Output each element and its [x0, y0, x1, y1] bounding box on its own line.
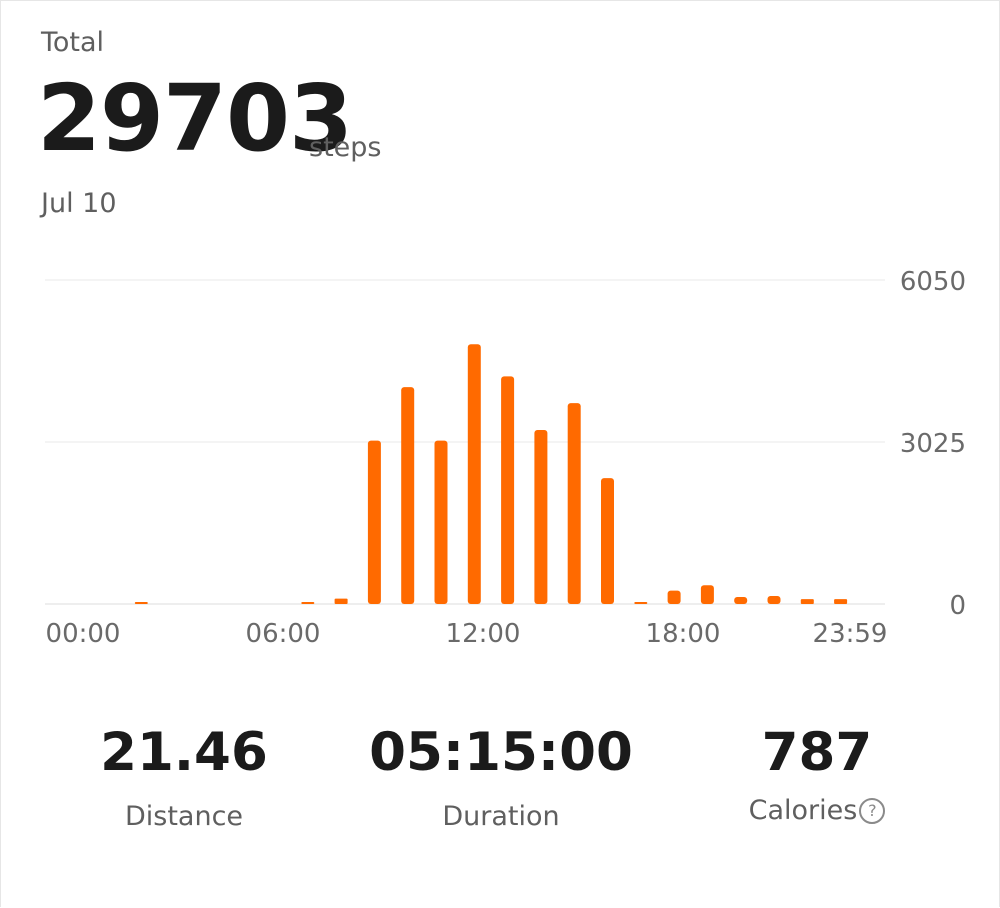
- duration-label: Duration: [442, 801, 560, 832]
- bar-hour-17[interactable]: [667, 590, 681, 604]
- bar-hour-21[interactable]: [800, 599, 814, 604]
- x-tick-label: 23:59: [813, 619, 888, 649]
- bar-hour-6[interactable]: [301, 602, 315, 604]
- calories-label-row: Calories?: [667, 795, 967, 826]
- bar-hour-22[interactable]: [834, 599, 848, 604]
- steps-bar-chart[interactable]: 6050 3025 0 00:00 06:00 12:00 18:00 23:59: [1, 251, 1000, 671]
- duration-value: 05:15:00: [369, 722, 633, 783]
- y-tick-label: 3025: [900, 429, 966, 459]
- bar-hour-11[interactable]: [467, 344, 481, 604]
- bar-hour-1[interactable]: [134, 602, 148, 604]
- chart-bars: [134, 344, 848, 604]
- calories-label: Calories: [748, 795, 858, 826]
- bar-hour-8[interactable]: [367, 440, 381, 604]
- bar-hour-19[interactable]: [734, 597, 748, 604]
- calories-value: 787: [761, 722, 873, 783]
- calories-stat: 787 Calories?: [667, 726, 967, 826]
- question-circle-icon[interactable]: ?: [859, 798, 886, 824]
- date-label[interactable]: Jul 10: [41, 188, 117, 219]
- bar-hour-15[interactable]: [601, 478, 614, 604]
- bar-hour-20[interactable]: [767, 595, 781, 604]
- bar-hour-10[interactable]: [434, 440, 448, 604]
- total-steps-value: 29703: [37, 65, 353, 172]
- x-axis-ticks: 00:00 06:00 12:00 18:00 23:59: [46, 619, 888, 649]
- total-label: Total: [41, 27, 105, 58]
- chart-gridlines: [45, 279, 885, 605]
- distance-label: Distance: [124, 801, 244, 832]
- x-tick-label: 18:00: [646, 619, 721, 649]
- bar-hour-18[interactable]: [700, 585, 714, 604]
- distance-stat: 21.46 Distance: [34, 726, 334, 832]
- bar-hour-14[interactable]: [567, 403, 581, 604]
- x-tick-label: 12:00: [446, 619, 521, 649]
- x-tick-label: 00:00: [46, 619, 121, 649]
- bar-hour-12[interactable]: [501, 376, 515, 604]
- bar-hour-9[interactable]: [401, 387, 415, 604]
- bar-hour-7[interactable]: [334, 598, 348, 604]
- y-tick-label: 0: [949, 591, 966, 621]
- bar-hour-16[interactable]: [634, 602, 648, 604]
- distance-value: 21.46: [100, 722, 268, 783]
- y-axis-ticks: 6050 3025 0: [900, 267, 966, 621]
- steps-unit: steps: [309, 132, 382, 163]
- y-tick-label: 6050: [900, 267, 966, 297]
- bar-hour-13[interactable]: [534, 429, 548, 604]
- duration-stat: 05:15:00 Duration: [351, 726, 651, 832]
- x-tick-label: 06:00: [246, 619, 321, 649]
